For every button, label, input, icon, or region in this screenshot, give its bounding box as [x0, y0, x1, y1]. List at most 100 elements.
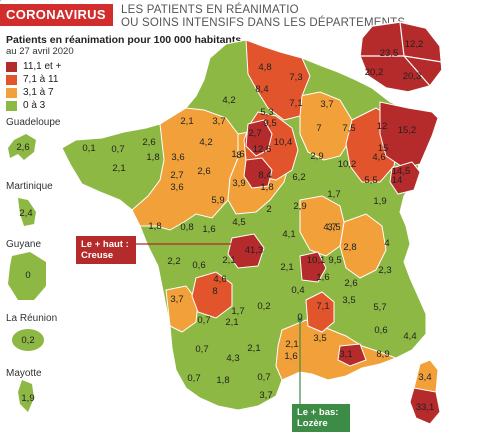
- corsica-value-label: 33,1: [416, 402, 435, 413]
- department-value-label: 0: [297, 312, 302, 323]
- mayotte-shape: [18, 380, 34, 412]
- department-value-label: 8,9: [376, 349, 389, 360]
- department-value-label: 3,5: [313, 333, 326, 344]
- legend-swatch: [6, 61, 17, 72]
- idf-value-label: 23,5: [380, 48, 399, 59]
- department-value-label: 7,1: [316, 301, 329, 312]
- region-orange-west: [131, 107, 239, 231]
- idf-inset-divider: [360, 21, 443, 87]
- department-value-label: 3,5: [327, 222, 340, 233]
- legend-label: 3,1 à 7: [23, 87, 54, 98]
- department-value-label: 4,7: [323, 222, 336, 233]
- department-value-label: 12,6: [253, 144, 272, 155]
- department-value-label: 0,7: [257, 372, 270, 383]
- corsica-value-label: 3,4: [418, 372, 431, 383]
- department-value-label: 5,9: [211, 195, 224, 206]
- department-value-label: 5,5: [364, 175, 377, 186]
- department-value-label: 3,6: [171, 152, 184, 163]
- department-value-label: 4,8: [258, 62, 271, 73]
- department-value-label: 2,6: [344, 278, 357, 289]
- department-value-label: 2,9: [293, 201, 306, 212]
- department-value-label: 2,1: [285, 339, 298, 350]
- department-value-label: 2: [266, 204, 271, 215]
- overseas-value-label: 2,4: [19, 208, 32, 219]
- legend-swatch: [6, 74, 17, 85]
- department-value-label: 4,2: [199, 137, 212, 148]
- highest-callout-line-1: Le + haut :: [81, 239, 129, 250]
- department-value-label: 2,2: [167, 256, 180, 267]
- department-value-label: 2,1: [225, 317, 238, 328]
- overseas-name-martinique: Martinique: [6, 181, 53, 192]
- department-value-label: 4,1: [282, 229, 295, 240]
- region-orange-east: [299, 91, 353, 161]
- department-value-label: 4,4: [403, 331, 416, 342]
- overseas-value-label: 0: [25, 270, 30, 281]
- department-value-label: 1,8: [146, 152, 159, 163]
- department-value-label: 4,3: [226, 353, 239, 364]
- region-orange-southwest: [165, 285, 199, 333]
- department-value-label: 1,8: [148, 221, 161, 232]
- legend-label: 0 à 3: [23, 100, 46, 111]
- department-value-label: 7: [316, 123, 321, 134]
- department-value-label: 3,9: [232, 178, 245, 189]
- department-value-label: 0,7: [195, 344, 208, 355]
- department-value-label: 0,7: [111, 144, 124, 155]
- overseas-name-mayotte: Mayotte: [6, 368, 42, 379]
- highest-callout-line-2: Creuse: [81, 250, 114, 261]
- overseas-value-label: 1,9: [21, 393, 34, 404]
- legend-swatch: [6, 87, 17, 98]
- legend-date: au 27 avril 2020: [6, 46, 74, 57]
- department-value-label: 1,6: [284, 351, 297, 362]
- idf-inset: [359, 21, 443, 93]
- department-value-label: 4,6: [372, 152, 385, 163]
- department-value-label: 3,7: [212, 116, 225, 127]
- legend-title: Patients en réanimation pour 100 000 hab…: [6, 34, 245, 46]
- department-value-label: 0,6: [192, 260, 205, 271]
- low-leader-dot: [297, 317, 303, 323]
- department-value-label: 5,3: [260, 107, 273, 118]
- department-value-label: 1,6: [231, 149, 244, 160]
- department-value-label: 7,5: [342, 123, 355, 134]
- department-value-label: 0,7: [187, 373, 200, 384]
- department-value-label: 41,3: [245, 245, 264, 256]
- department-value-label: 6,2: [292, 172, 305, 183]
- department-value-label: 2,1: [247, 343, 260, 354]
- legend-label: 11,1 et +: [23, 61, 62, 72]
- department-value-label: 0,7: [197, 315, 210, 326]
- region-orange-lyon: [299, 195, 345, 257]
- region-red-alsace: [389, 161, 421, 195]
- department-value-label: 2,6: [142, 137, 155, 148]
- legend: 11,1 et + 7,1 à 11 3,1 à 7 0 à 3: [6, 60, 61, 112]
- idf-value-label: 12,2: [405, 39, 424, 50]
- department-value-label: 4: [384, 238, 389, 249]
- department-value-label: 0,2: [257, 301, 270, 312]
- department-value-label: 2,1: [0, 0, 7, 3]
- overseas-name-guadeloupe: Guadeloupe: [6, 117, 61, 128]
- department-value-label: 1,6: [316, 272, 329, 283]
- department-value-label: 3,6: [170, 182, 183, 193]
- department-value-label: 10,1: [307, 255, 326, 266]
- region-orange-south: [275, 319, 398, 381]
- department-value-label: 10,4: [274, 137, 293, 148]
- region-orange-southeast: [339, 213, 387, 279]
- department-value-label: 7,3: [289, 72, 302, 83]
- region-red-drome: [299, 251, 327, 283]
- high-leader-dot: [237, 241, 243, 247]
- headline-line-1: LES PATIENTS EN RÉANIMATIO: [121, 4, 299, 16]
- department-value-label: 2,7: [248, 128, 261, 139]
- department-value-label: 3,1: [339, 349, 352, 360]
- department-value-label: 3,7: [320, 99, 333, 110]
- region-red-grand-est: [379, 101, 439, 169]
- department-value-label: 2,1: [112, 163, 125, 174]
- guyane-shape: [8, 252, 46, 300]
- legend-swatch: [6, 100, 17, 111]
- idf-value-label: 20,3: [403, 71, 422, 82]
- department-value-label: 2,9: [310, 151, 323, 162]
- headline-line-2: OU SOINS INTENSIFS DANS LES DÉPARTEMENTS: [121, 17, 406, 29]
- department-value-label: 7,1: [289, 98, 302, 109]
- department-value-label: 10,2: [338, 159, 357, 170]
- department-value-label: 1,6: [202, 224, 215, 235]
- overseas-name-guyane: Guyane: [6, 239, 42, 250]
- department-value-label: 12: [377, 121, 388, 132]
